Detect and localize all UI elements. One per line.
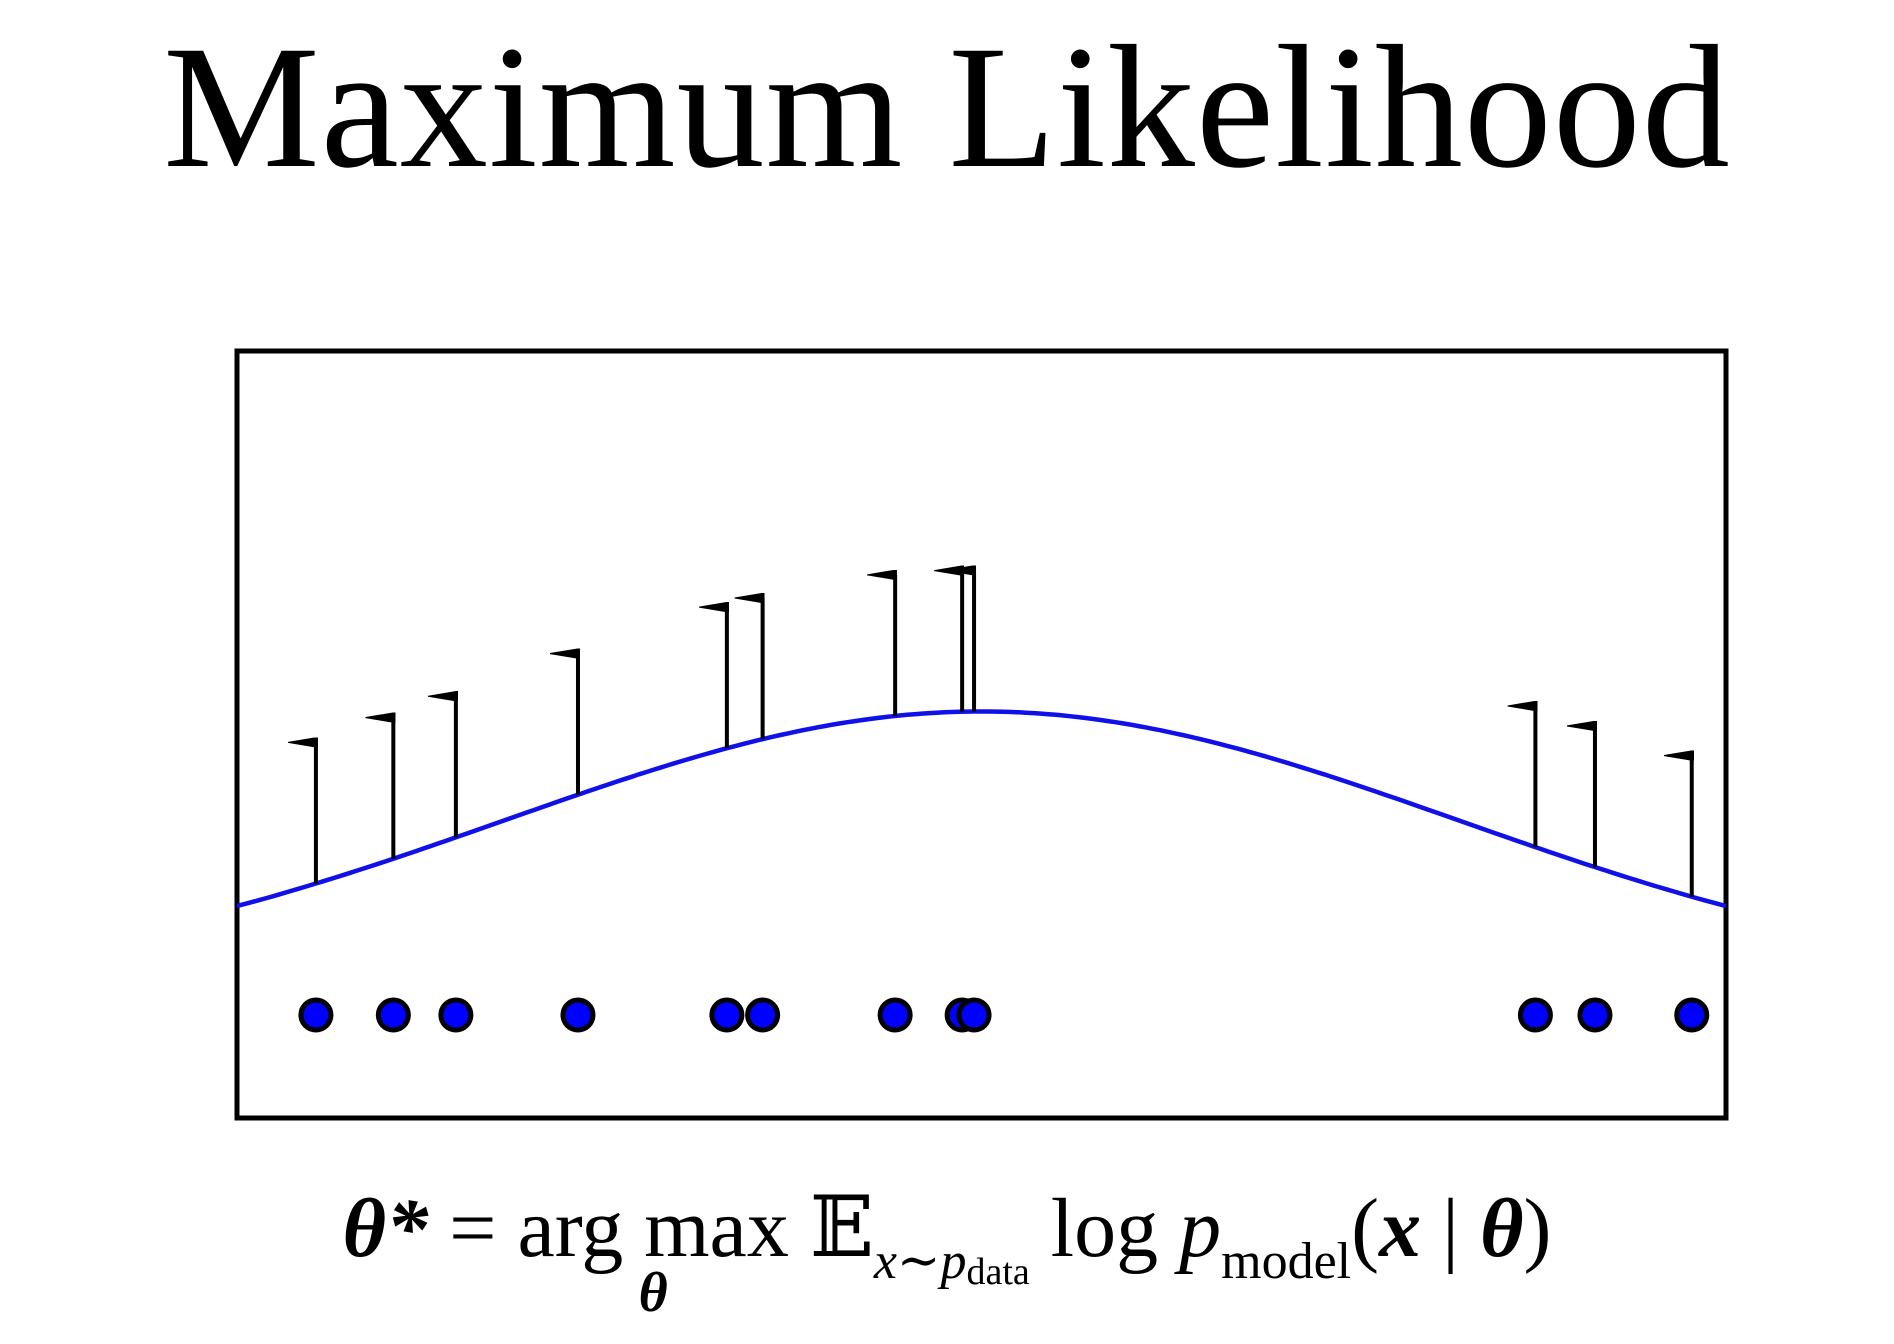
expectation-symbol: 𝔼 (809, 1178, 874, 1276)
data-point (877, 997, 913, 1033)
data-point (709, 997, 745, 1033)
density-curve (236, 709, 1727, 909)
data-point (1577, 997, 1613, 1033)
page-title: Maximum Likelihood (163, 10, 1731, 205)
argmax-text: arg max (517, 1182, 789, 1275)
expectation-sub-data: data (966, 1251, 1030, 1293)
expectation-sub-var: x∼p (873, 1233, 967, 1290)
theta-variable: θ (1479, 1182, 1524, 1275)
p-model-subscript: model (1221, 1233, 1352, 1290)
data-point (1674, 997, 1710, 1033)
data-point (1517, 997, 1553, 1033)
data-point (438, 997, 474, 1033)
ml-formula: θ* = arg max θ 𝔼x∼pdata log pmodel(x | θ… (0, 1182, 1894, 1322)
close-paren: ) (1523, 1182, 1552, 1275)
equals-sign: = (449, 1182, 497, 1275)
p-model: p (1179, 1182, 1222, 1275)
theta-star: θ* (342, 1182, 429, 1275)
expectation-subscript: x∼pdata (873, 1233, 1030, 1293)
data-point (375, 997, 411, 1033)
given-bar: | (1442, 1182, 1459, 1275)
plot-frame (234, 348, 1729, 1121)
data-point (745, 997, 781, 1033)
argmax-operator: arg max θ (517, 1187, 788, 1322)
log-operator: log (1050, 1182, 1159, 1275)
data-point (560, 997, 596, 1033)
x-variable: x (1379, 1182, 1422, 1275)
data-points (298, 997, 1710, 1033)
data-point (298, 997, 334, 1033)
open-paren: ( (1351, 1182, 1380, 1275)
argmax-subscript: θ (638, 1262, 668, 1324)
data-point (956, 997, 992, 1033)
gradient-arrows (316, 570, 1694, 897)
